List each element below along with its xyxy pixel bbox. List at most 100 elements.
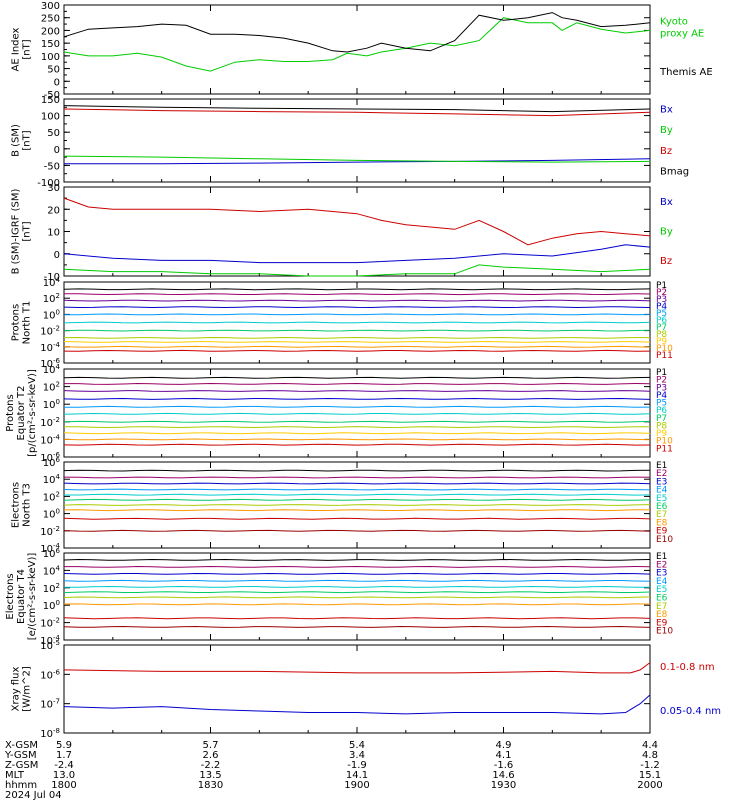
panel-7-ytick-label: 10-4 (40, 634, 60, 647)
panel-7-legend-e9: E9 (656, 618, 668, 628)
panel-5-ylabel: Equator T2 (16, 386, 27, 441)
panel-6-series-e1 (63, 469, 651, 472)
footer-label-y-gsm: Y-GSM (5, 750, 37, 761)
panel-4-series-p7 (63, 329, 651, 332)
panel-2-legend-by: By (660, 125, 673, 136)
panel-5-ylabel: Protons (5, 394, 16, 431)
panel-7-ytick-label: 102 (43, 582, 60, 595)
panel-6-series-e2 (63, 476, 651, 479)
panel-7-legend-e3: E3 (656, 569, 667, 579)
panel-7-legend-e10: E10 (656, 627, 673, 637)
panel-8-ytick-label: 10-6 (40, 668, 60, 681)
panel-6-ytick-label: 10-2 (40, 525, 60, 538)
panel-6-ylabel: North T3 (22, 483, 33, 527)
footer-label-mlt: MLT (5, 770, 24, 781)
panel-6-series-e10 (63, 529, 651, 532)
panel-7-ytick-label: 106 (43, 547, 61, 560)
footer-value: -2.2 (200, 760, 221, 771)
panel-2-series-bz (63, 108, 651, 117)
panel-6-ylabel: Electrons (11, 482, 22, 528)
panel-7-legend-e2: E2 (656, 560, 667, 570)
panel-4-series-p11 (63, 349, 651, 352)
panel-3-ytick-label: 20 (47, 205, 60, 216)
panel-1-ytick-label: 200 (41, 26, 60, 37)
panel-6-series-e5 (64, 493, 651, 496)
panel-5-ytick-label: 10-4 (40, 433, 60, 446)
panel-4-ylabel: Protons (11, 304, 22, 341)
panel-6-series-e8 (63, 509, 651, 512)
panel-1-legend-kyoto-proxy-ae: proxy AE (660, 28, 704, 39)
panel-5-series-p11 (63, 443, 651, 446)
panel-1-ytick-label: 0 (54, 77, 60, 88)
footer-value: 1900 (344, 780, 370, 791)
panel-7-ytick-label: 104 (43, 564, 61, 577)
panel-4-legend-p8: P8 (656, 330, 667, 340)
panel-4-legend-p4: P4 (656, 302, 667, 312)
panel-2-ytick-label: 50 (47, 128, 60, 139)
panel-5-ylabel: [p/(cm²-s-sr-keV)] (27, 369, 38, 457)
panel-6-legend-e10: E10 (656, 535, 673, 545)
panel-6-legend-e5: E5 (656, 494, 667, 504)
footer-value: 14.1 (345, 770, 369, 781)
panel-4-legend-p1: P1 (656, 281, 667, 291)
footer-value: 4.4 (642, 740, 658, 751)
panel-5-frame (63, 368, 651, 458)
panel-2-ytick-label: 100 (41, 112, 60, 123)
panel-6-legend-e6: E6 (656, 502, 668, 512)
panel-7-legend-e4: E4 (656, 577, 668, 587)
panel-3-ytick-label: -10 (44, 272, 60, 283)
panel-1-ytick-label: 50 (47, 65, 60, 76)
footer-value: 5.9 (56, 740, 72, 751)
panel-4-series-p5 (64, 313, 651, 316)
panel-7-legend-e8: E8 (656, 610, 668, 620)
panel-7-legend-e1: E1 (656, 552, 667, 562)
panel-2-legend-bmag: Bmag (660, 167, 689, 178)
panel-5-legend-p1: P1 (656, 368, 667, 378)
panel-4-legend-p10: P10 (656, 344, 673, 354)
panel-2-series-bmag (63, 105, 651, 113)
panel-4-series-p1 (63, 288, 651, 291)
panel-5-series-p10 (63, 438, 651, 441)
panel-7-ylabel: Equator T4 (16, 569, 27, 624)
panel-7-series-e8 (63, 603, 651, 606)
footer-value: -1.9 (347, 760, 367, 771)
panel-4-series-p3 (63, 299, 651, 302)
panel-7-ytick-label: 10-2 (40, 617, 60, 630)
panel-1-ytick-label: 150 (41, 39, 60, 50)
panel-3-legend-bx: Bx (660, 197, 673, 208)
panel-4-legend-p2: P2 (656, 288, 667, 298)
panel-4-legend-p5: P5 (656, 309, 667, 319)
panel-4-series-p2 (64, 293, 651, 296)
footer-value: 13.0 (52, 770, 76, 781)
footer-label-x-gsm: X-GSM (5, 740, 39, 751)
panel-5-legend-p5: P5 (656, 399, 667, 409)
panel-4-series-p10 (63, 345, 651, 348)
panel-2-legend-bx: Bx (660, 104, 673, 115)
panel-8-ytick-label: 10-5 (40, 639, 60, 652)
panel-2-series-by (63, 155, 651, 163)
panel-4-ytick-label: 10-4 (40, 341, 60, 354)
footer-value: 1830 (197, 780, 224, 791)
panel-4-ytick-label: 102 (43, 292, 60, 305)
panel-3-series-by (63, 264, 651, 277)
footer-value: -1.2 (640, 760, 660, 771)
panel-7-ytick-label: 100 (43, 599, 60, 612)
panel-7-legend-e5: E5 (656, 585, 667, 595)
panel-5-series-p7 (63, 420, 651, 423)
panel-1-ytick-label: 100 (41, 52, 60, 63)
panel-7-legend-e6: E6 (656, 594, 668, 604)
panel-1-frame (63, 4, 651, 95)
panel-7-series-e10 (63, 625, 651, 628)
panel-8-ylabel: Xray flux (11, 667, 22, 712)
panel-6-legend-e1: E1 (656, 461, 667, 471)
panel-4-ytick-label: 10-2 (40, 325, 60, 338)
panel-5-legend-p10: P10 (656, 437, 673, 447)
panel-3-ytick-label: 30 (47, 183, 60, 194)
panel-5-legend-p4: P4 (656, 391, 667, 401)
panel-2-ytick-label: -50 (44, 161, 60, 172)
panel-6-legend-e8: E8 (656, 518, 668, 528)
panel-8-legend-0-05-0-4-nm: 0.05-0.4 nm (660, 706, 721, 717)
panel-6-series-e9 (63, 517, 651, 520)
panel-3-legend-by: By (660, 227, 673, 238)
panel-5-ytick-label: 10-6 (40, 451, 60, 464)
